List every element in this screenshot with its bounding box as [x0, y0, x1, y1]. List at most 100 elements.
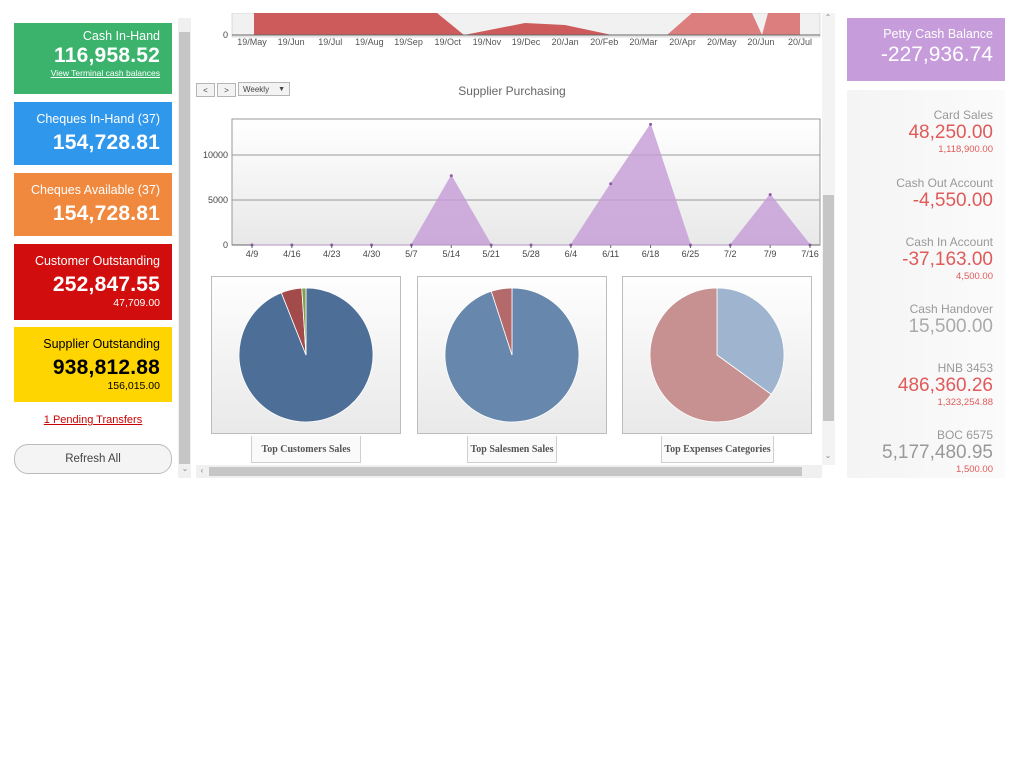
top-salesmen-sales-tab[interactable]: Top Salesmen Sales [467, 436, 557, 463]
account-item[interactable]: HNB 3453 486,360.26 1,323,254.88 [847, 361, 993, 408]
x-tick-label: 6/4 [565, 249, 578, 259]
x-tick-label: 5/7 [405, 249, 418, 259]
top-customers-sales-tab[interactable]: Top Customers Sales [251, 436, 361, 463]
x-tick-label: 6/18 [642, 249, 660, 259]
supplier-outstanding-card[interactable]: Supplier Outstanding 938,812.88 156,015.… [14, 327, 172, 402]
account-name: HNB 3453 [937, 361, 993, 375]
refresh-all-button[interactable]: Refresh All [14, 444, 172, 474]
top-chart-x-label: 20/Jun [747, 37, 774, 47]
view-terminal-cash-link[interactable]: View Terminal cash balances [50, 68, 160, 78]
account-item[interactable]: Card Sales 48,250.00 1,118,900.00 [847, 108, 993, 155]
top-expenses-pie-svg [649, 287, 785, 423]
top-chart-x-label: 19/Nov [473, 37, 502, 47]
cheques-available-card[interactable]: Cheques Available (37) 154,728.81 [14, 173, 172, 236]
chevron-down-icon: ▼ [278, 85, 285, 93]
customer-outstanding-value: 252,847.55 [52, 273, 160, 296]
center-scroll-down-icon[interactable]: ⌄ [824, 451, 832, 460]
top-expenses-categories-tab[interactable]: Top Expenses Categories [661, 436, 774, 463]
top-salesmen-pie-svg [444, 287, 580, 423]
pending-transfers-link[interactable]: 1 Pending Transfers [43, 414, 143, 426]
x-tick-label: 5/28 [522, 249, 540, 259]
x-tick-label: 7/9 [764, 249, 777, 259]
cash-in-hand-value: 116,958.52 [54, 44, 160, 67]
x-tick-label: 5/14 [443, 249, 461, 259]
cheques-in-hand-value: 154,728.81 [52, 131, 160, 154]
supplier-outstanding-title: Supplier Outstanding [43, 337, 160, 351]
cheques-available-value: 154,728.81 [52, 202, 160, 225]
data-point [449, 174, 453, 178]
data-point [649, 122, 653, 126]
account-name: Cash Out Account [896, 176, 993, 190]
period-select[interactable]: Weekly ▼ [238, 82, 290, 96]
account-item[interactable]: Cash Handover 15,500.00 [847, 302, 993, 338]
plot-area [231, 118, 821, 246]
account-amount: 48,250.00 [908, 122, 993, 143]
x-tick-label: 4/9 [246, 249, 259, 259]
cheques-in-hand-title: Cheques In-Hand (37) [36, 112, 160, 126]
chart-title: Supplier Purchasing [458, 84, 565, 98]
top-sales-chart: 0 19/May 19/Jun 19/Jul 19/Aug 19/Sep 19/Oct 19… [223, 13, 821, 47]
top-chart-x-label: 19/Dec [512, 37, 541, 47]
top-chart-x-label: 20/Jan [552, 37, 579, 47]
x-tick-label: 6/25 [682, 249, 700, 259]
top-chart-x-label: 19/May [237, 37, 267, 47]
data-point [768, 193, 772, 197]
scroll-left-icon[interactable]: ‹ [200, 466, 204, 475]
top-customers-pie [211, 276, 401, 434]
petty-cash-card[interactable]: Petty Cash Balance -227,936.74 [847, 18, 1005, 81]
account-amount: 5,177,480.95 [882, 442, 993, 463]
account-sub-amount: 1,323,254.88 [937, 397, 993, 408]
center-scroll-up-icon[interactable]: ⌃ [824, 13, 832, 22]
x-tick-label: 7/2 [724, 249, 737, 259]
prev-period-button[interactable]: < [196, 83, 215, 97]
x-tick-label: 4/16 [283, 249, 301, 259]
period-select-value: Weekly [243, 84, 270, 94]
supplier-purchasing-chart: Supplier Purchasing 0 5000 10000 4/9 4/16 4/23… [203, 84, 821, 259]
top-chart-x-label: 19/Jul [318, 37, 342, 47]
left-scrollbar[interactable]: ⌄ [178, 18, 191, 478]
horizontal-scrollbar-thumb[interactable] [209, 467, 802, 476]
center-scrollbar[interactable]: ⌃ ⌄ [822, 13, 835, 465]
customer-outstanding-title: Customer Outstanding [34, 254, 160, 268]
cash-in-hand-card[interactable]: Cash In-Hand 116,958.52 View Terminal ca… [14, 23, 172, 94]
charts-area: 0 19/May 19/Jun 19/Jul 19/Aug 19/Sep 19/Oct 19… [192, 13, 835, 465]
center-scrollbar-thumb[interactable] [823, 195, 834, 421]
next-period-button[interactable]: > [217, 83, 236, 97]
account-name: Cash Handover [909, 302, 993, 316]
cheques-available-title: Cheques Available (37) [30, 183, 160, 197]
petty-cash-title: Petty Cash Balance [883, 27, 993, 41]
top-chart-x-label: 20/Mar [629, 37, 657, 47]
center-horizontal-scrollbar[interactable]: ‹ [196, 465, 822, 478]
accounts-panel: Card Sales 48,250.00 1,118,900.00 Cash Out … [847, 90, 1005, 478]
top-salesmen-pie [417, 276, 607, 434]
petty-cash-value: -227,936.74 [880, 43, 993, 66]
top-expenses-pie [622, 276, 812, 434]
x-tick-label: 5/21 [482, 249, 500, 259]
x-tick-label: 7/16 [801, 249, 819, 259]
pie-slice [301, 287, 307, 356]
customer-outstanding-card[interactable]: Customer Outstanding 252,847.55 47,709.0… [14, 244, 172, 320]
pie-slice [716, 287, 785, 395]
account-item[interactable]: Cash Out Account -4,550.00 [847, 176, 993, 212]
top-chart-x-label: 19/Sep [394, 37, 423, 47]
customer-outstanding-sub: 47,709.00 [113, 297, 160, 309]
top-customers-pie-svg [238, 287, 374, 423]
account-item[interactable]: Cash In Account -37,163.00 4,500.00 [847, 235, 993, 282]
account-name: Card Sales [933, 108, 993, 122]
left-scrollbar-thumb[interactable] [179, 32, 190, 464]
account-item[interactable]: BOC 6575 5,177,480.95 1,500.00 [847, 428, 993, 475]
y-tick-label: 0 [223, 240, 228, 250]
account-amount: -4,550.00 [912, 190, 993, 211]
cheques-in-hand-card[interactable]: Cheques In-Hand (37) 154,728.81 [14, 102, 172, 165]
top-chart-x-label: 20/Apr [669, 37, 696, 47]
account-name: BOC 6575 [936, 428, 993, 442]
account-sub-amount: 1,118,900.00 [938, 144, 993, 155]
left-scroll-down-icon[interactable]: ⌄ [181, 464, 189, 473]
x-tick-label: 6/11 [602, 249, 619, 259]
y-tick-label: 10000 [203, 150, 228, 160]
cash-in-hand-title: Cash In-Hand [82, 29, 160, 43]
supplier-outstanding-sub: 156,015.00 [107, 380, 160, 392]
top-chart-x-label: 20/May [707, 37, 737, 47]
account-amount: 15,500.00 [908, 316, 993, 337]
pie-slice [490, 287, 513, 356]
